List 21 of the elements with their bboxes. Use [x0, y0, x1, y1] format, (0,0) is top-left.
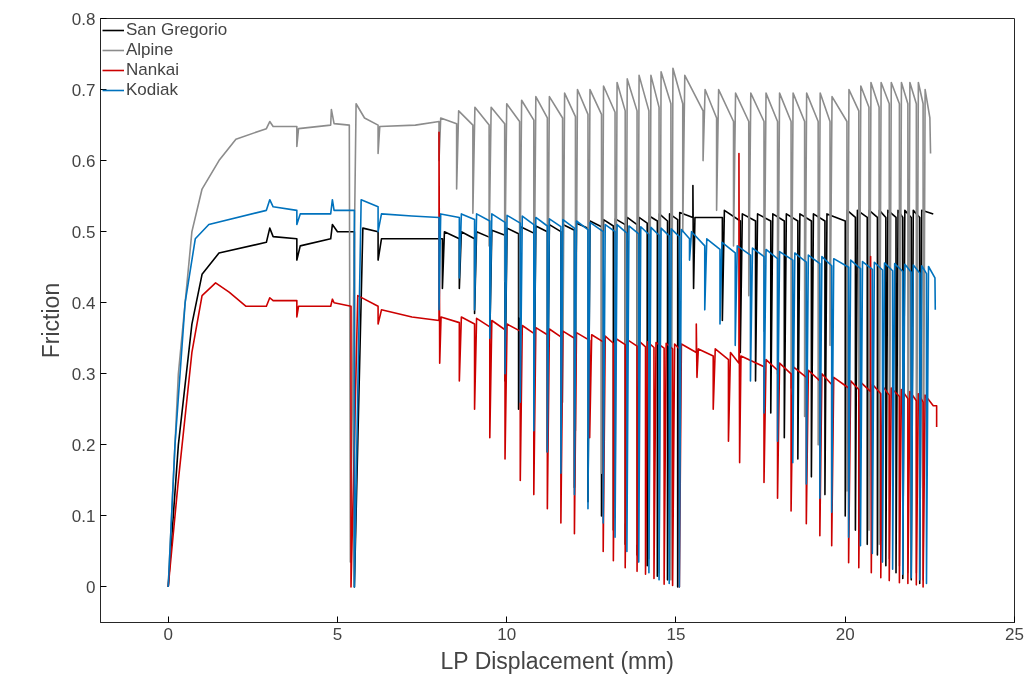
y-tick-label: 0	[86, 577, 96, 597]
x-tick-label: 20	[835, 624, 855, 644]
legend-label: Nankai	[126, 60, 179, 80]
x-axis-title: LP Displacement (mm)	[440, 647, 675, 674]
y-tick-label: 0.3	[71, 364, 96, 384]
y-tick-label: 0.5	[71, 222, 96, 242]
y-tick-label: 0.7	[71, 80, 96, 100]
x-tick-label: 15	[666, 624, 686, 644]
x-tick-label: 5	[332, 624, 343, 644]
y-tick-label: 0.2	[71, 435, 96, 455]
y-axis-title: Friction	[37, 282, 64, 359]
x-tick-label: 25	[1005, 624, 1024, 644]
x-tick-label: 10	[497, 624, 517, 644]
x-tick-label: 0	[163, 624, 173, 644]
y-tick-label: 0.1	[71, 506, 96, 526]
y-tick-label: 0.4	[71, 293, 96, 313]
legend-label: Alpine	[126, 40, 174, 60]
legend-label: Kodiak	[126, 80, 178, 100]
legend-label: San Gregorio	[126, 20, 228, 40]
y-tick-label: 0.8	[71, 9, 96, 29]
y-tick-label: 0.6	[71, 151, 96, 171]
